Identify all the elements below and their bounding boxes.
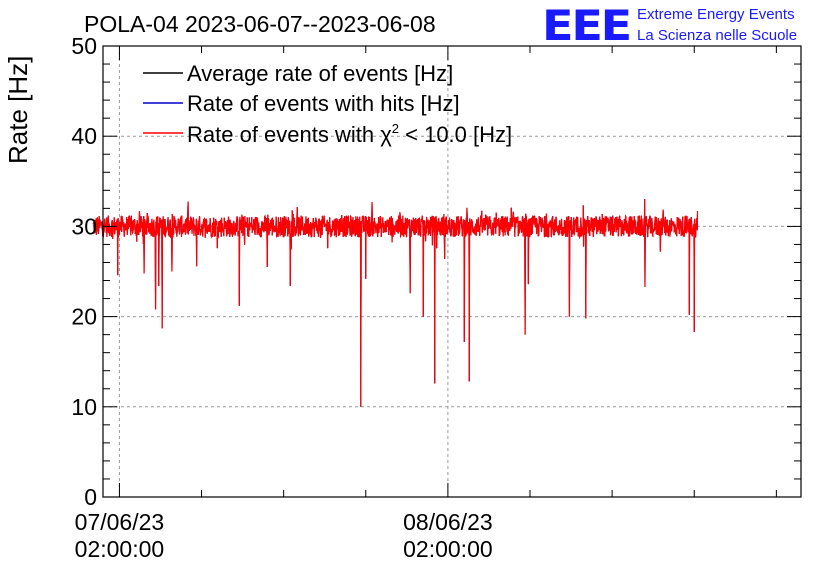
eee-logo: EEE Extreme Energy Events La Scienza nel… bbox=[542, 1, 797, 50]
x-tick-label-time: 02:00:00 bbox=[75, 536, 165, 562]
y-tick-label: 30 bbox=[71, 213, 97, 239]
data-series bbox=[92, 199, 699, 407]
x-tick-label-date: 07/06/23 bbox=[75, 509, 165, 535]
y-tick-label: 40 bbox=[71, 123, 97, 149]
legend-label-chi: Rate of events with χ2 < 10.0 [Hz] bbox=[187, 121, 512, 147]
y-tick-label: 50 bbox=[71, 33, 97, 59]
logo-line2: La Scienza nelle Scuole bbox=[637, 27, 797, 44]
x-tick-label-date: 08/06/23 bbox=[403, 509, 493, 535]
x-tick-label-time: 02:00:00 bbox=[403, 536, 493, 562]
y-tick-label: 0 bbox=[84, 484, 97, 510]
y-tick-label: 10 bbox=[71, 394, 97, 420]
logo-letters: EEE bbox=[542, 1, 630, 50]
legend-label-hits: Rate of events with hits [Hz] bbox=[187, 91, 460, 116]
series-chi2 bbox=[92, 199, 699, 407]
plot-frame bbox=[102, 45, 802, 498]
legend-chi-suffix: < 10.0 [Hz] bbox=[399, 122, 512, 147]
y-axis-label: Rate [Hz] bbox=[3, 56, 33, 164]
y-tick-label: 20 bbox=[71, 304, 97, 330]
axes: 0102030405007/06/2302:00:0008/06/2302:00… bbox=[71, 33, 801, 562]
legend-chi-symbol: χ bbox=[380, 122, 392, 147]
legend-chi-prefix: Rate of events with bbox=[187, 122, 380, 147]
logo-line1: Extreme Energy Events bbox=[637, 6, 795, 23]
legend-chi-exp: 2 bbox=[392, 121, 399, 136]
chart-title: POLA-04 2023-06-07--2023-06-08 bbox=[84, 11, 436, 37]
legend-label-average: Average rate of events [Hz] bbox=[187, 61, 453, 86]
legend: Average rate of events [Hz] Rate of even… bbox=[143, 61, 512, 147]
